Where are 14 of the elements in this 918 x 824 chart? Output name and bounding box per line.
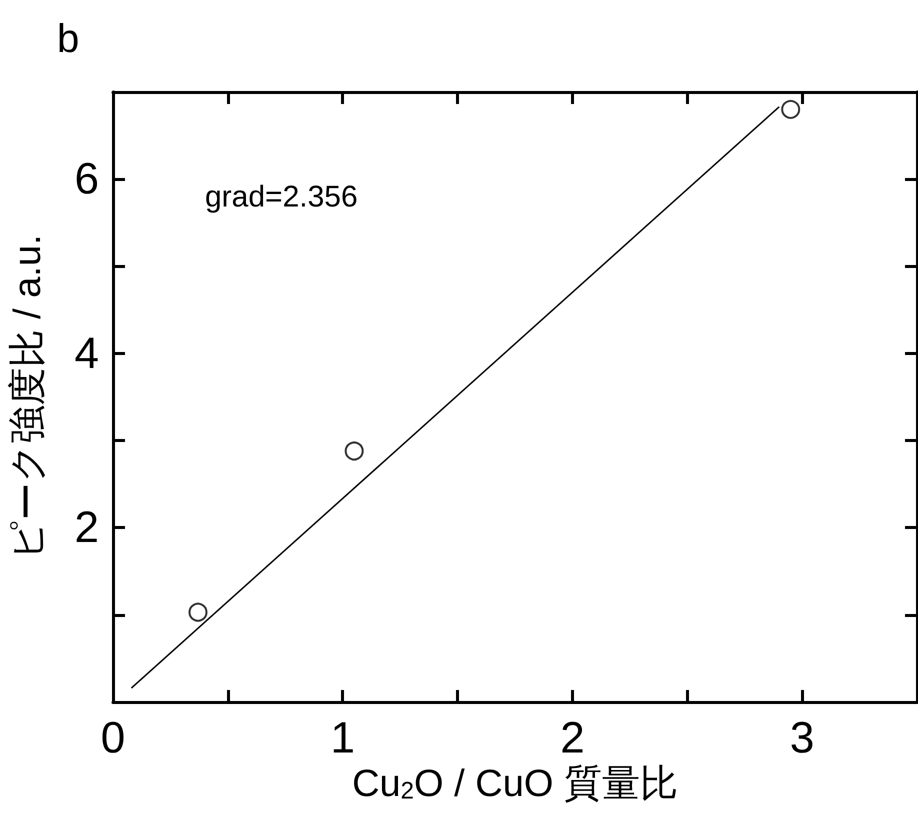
y-tick-label: 4 [74,328,99,378]
x-tick-label: 1 [330,714,355,762]
x-axis-title: Cu2O / CuO 質量比 [352,762,678,805]
chart-title: b [57,17,80,61]
point [781,100,800,119]
x-tick-label: 2 [560,714,585,762]
y-axis-title: ピーク強度比 / a.u. [7,234,49,560]
point [344,442,364,461]
annotation: grad=2.356 [205,180,358,214]
point [188,602,208,622]
y-tick-label: 6 [74,154,99,204]
x-tick-label: 0 [100,714,126,762]
x-tick-label: 3 [790,714,814,762]
y-tick-label: 2 [74,503,99,552]
